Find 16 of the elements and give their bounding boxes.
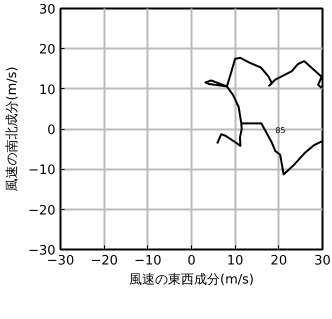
x-tick-label: 20	[270, 254, 288, 268]
y-tick-label: −30	[28, 244, 56, 258]
x-tick-label: −10	[134, 254, 162, 268]
annotation: 85	[275, 126, 286, 136]
x-tick-label: −20	[90, 254, 118, 268]
y-tick-label: −10	[28, 163, 56, 178]
y-tick-label: 20	[38, 42, 56, 58]
x-tick-label: 30	[314, 254, 331, 268]
x-axis-title: 風速の東西成分(m/s)	[129, 272, 254, 288]
y-tick-label: 10	[38, 82, 56, 98]
y-tick-label: −20	[28, 203, 56, 218]
y-tick-label: 30	[38, 2, 56, 18]
x-tick-label: 10	[226, 254, 244, 268]
x-tick-label: 0	[187, 254, 196, 268]
y-tick-label: 0	[47, 123, 56, 138]
y-axis-title: 風速の南北成分(m/s)	[5, 66, 20, 192]
